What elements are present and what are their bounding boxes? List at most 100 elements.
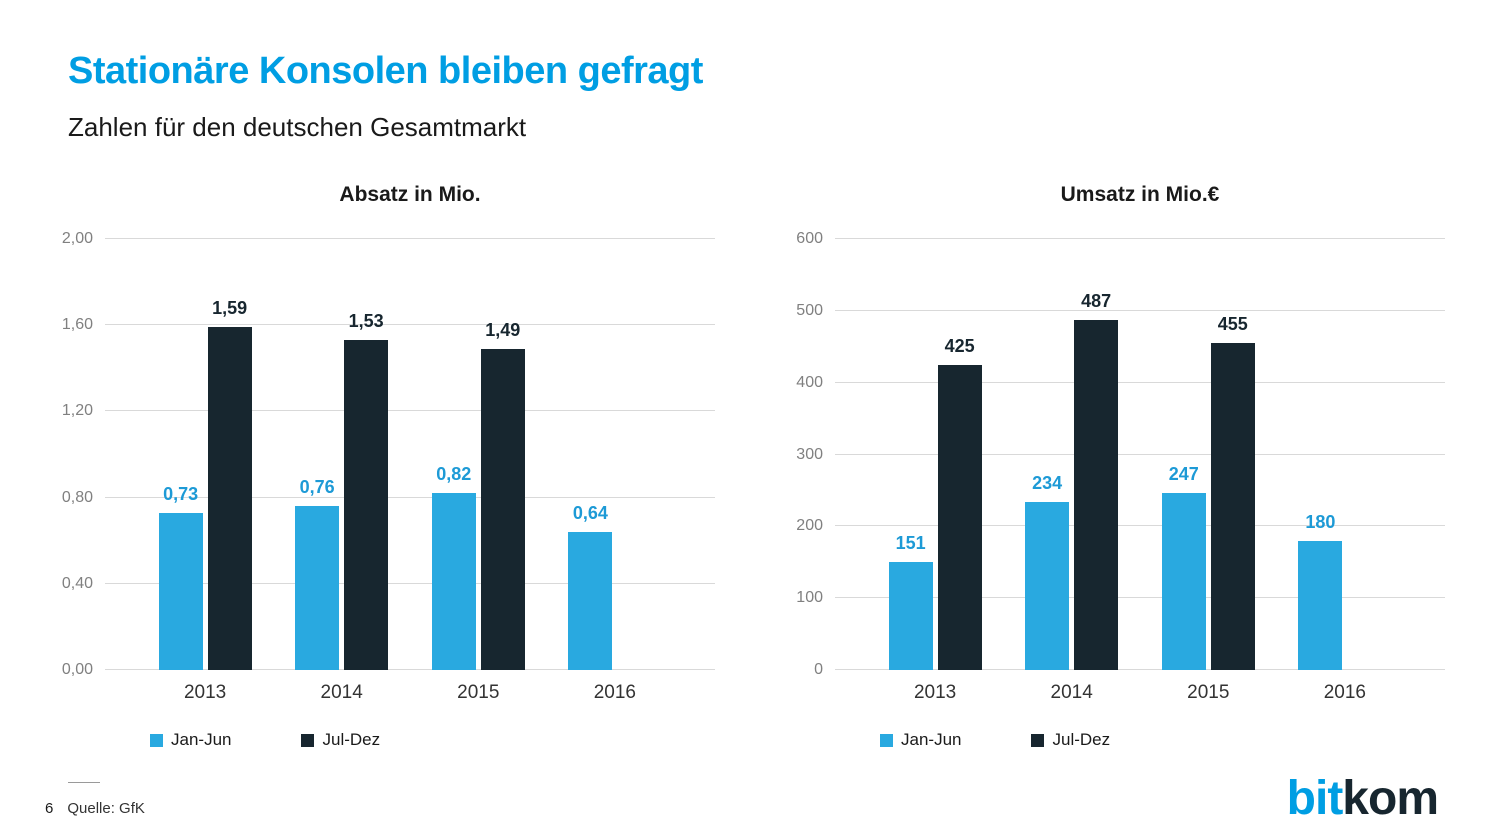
logo-part-kom: kom <box>1342 772 1439 825</box>
bar-group: 247 455 <box>1161 239 1255 670</box>
bar-value-label: 234 <box>1032 472 1063 493</box>
charts-row: Absatz in Mio. 0,00 0,40 0,80 1,20 1,60 2,00 … <box>45 183 1445 750</box>
chart-title: Umsatz in Mio.€ <box>1060 183 1220 206</box>
bar-jul-dez: 1,59 <box>207 298 252 670</box>
y-axis-tick-label: 100 <box>796 589 823 607</box>
bar-value-label: 425 <box>944 335 975 356</box>
legend-swatch <box>301 733 315 747</box>
legend-item: Jan-Jun <box>150 730 231 750</box>
bar-value-label: 180 <box>1305 511 1336 532</box>
footer-divider <box>68 782 100 783</box>
y-axis: 0,00 0,40 0,80 1,20 1,60 2,00 <box>45 230 105 678</box>
bar-value-label: 0,73 <box>163 483 199 504</box>
x-axis-label: 2014 <box>320 682 363 703</box>
y-axis: 0 100 200 300 400 500 600 <box>775 230 835 678</box>
bar-value-label: 1,49 <box>485 319 521 340</box>
bar-value-label: 455 <box>1217 314 1248 335</box>
gridline <box>835 669 1445 670</box>
bar-slot <box>617 239 661 670</box>
y-axis-tick-label: 1,20 <box>61 402 93 420</box>
chart-body: 0 100 200 300 400 500 600 151 425 234 487 247 455 18… <box>775 230 1445 678</box>
gridline <box>105 582 715 584</box>
legend-label: Jan-Jun <box>171 730 232 749</box>
gridline <box>835 525 1445 527</box>
bar-slot: 0,73 <box>158 239 203 670</box>
bar-jan-jun: 180 <box>1298 512 1343 670</box>
bar-value-label: 1,53 <box>348 311 384 332</box>
logo-part-bit: bit <box>1286 772 1344 825</box>
bar-slot: 1,49 <box>480 239 525 670</box>
gridline <box>105 238 715 239</box>
bar-slot: 0,64 <box>568 239 613 670</box>
bar-slot: 0,76 <box>295 239 340 670</box>
x-axis: 2013 2014 2015 2016 <box>835 682 1445 704</box>
bar-jan-jun: 0,64 <box>568 503 613 670</box>
x-axis-label: 2013 <box>183 682 227 703</box>
bar-slot: 234 <box>1025 239 1070 670</box>
y-axis-tick-label: 0 <box>814 661 823 678</box>
bar-value-label: 0,76 <box>299 477 335 498</box>
bar-group: 151 425 <box>888 239 982 670</box>
bar-jul-dez: 455 <box>1210 314 1255 670</box>
legend: Jan-Jun Jul-Dez <box>150 730 715 750</box>
bar-group: 0,82 1,49 <box>431 239 525 670</box>
bar-group: 0,64 <box>568 239 661 670</box>
x-axis-label: 2014 <box>1050 682 1093 703</box>
bar-slot: 1,59 <box>207 239 252 670</box>
gridline <box>105 410 715 412</box>
legend-item: Jul-Dez <box>1031 730 1110 750</box>
page-number: 6 <box>45 800 54 817</box>
bar-slot <box>1347 239 1391 670</box>
chart-absatz: Absatz in Mio. 0,00 0,40 0,80 1,20 1,60 2,00 … <box>45 183 715 750</box>
y-axis-tick-label: 0,40 <box>61 574 93 592</box>
y-axis-tick-label: 400 <box>796 373 823 391</box>
source-text: Quelle: GfK <box>67 800 145 817</box>
bar-groups: 151 425 234 487 247 455 180 <box>835 239 1445 670</box>
bar-slot: 425 <box>937 239 982 670</box>
bar-groups: 0,73 1,59 0,76 1,53 0,82 1,49 0,64 <box>105 239 715 670</box>
legend-label: Jul-Dez <box>322 730 381 749</box>
bar-jul-dez: 425 <box>937 336 982 670</box>
bar-group: 0,76 1,53 <box>295 239 389 670</box>
legend-label: Jan-Jun <box>901 730 962 749</box>
plot-area: 151 425 234 487 247 455 180 <box>835 238 1445 670</box>
bar-jan-jun: 0,82 <box>431 464 476 670</box>
x-axis-label: 2015 <box>1187 682 1230 703</box>
bar-group: 0,73 1,59 <box>158 239 252 670</box>
x-axis-label: 2016 <box>1323 682 1367 703</box>
page-subtitle: Zahlen für den deutschen Gesamtmarkt <box>68 112 527 142</box>
plot-area: 0,73 1,59 0,76 1,53 0,82 1,49 0,64 <box>105 238 715 670</box>
bar-jan-jun: 247 <box>1161 464 1206 670</box>
gridline <box>835 597 1445 599</box>
bar-jan-jun: 151 <box>888 533 933 670</box>
legend-swatch <box>1031 733 1045 747</box>
legend-label: Jul-Dez <box>1052 730 1111 749</box>
legend-item: Jan-Jun <box>880 730 961 750</box>
chart-body: 0,00 0,40 0,80 1,20 1,60 2,00 0,73 1,59 0,76 1,5… <box>45 230 715 678</box>
x-axis-label: 2015 <box>457 682 500 703</box>
bar-slot: 487 <box>1074 239 1119 670</box>
page-title: Stationäre Konsolen bleiben gefragt <box>68 50 703 92</box>
bar-slot: 247 <box>1161 239 1206 670</box>
bar-jan-jun: 0,73 <box>158 484 203 670</box>
chart-title: Absatz in Mio. <box>339 183 481 206</box>
bar-slot: 151 <box>888 239 933 670</box>
bar-value-label: 1,59 <box>212 298 248 319</box>
bar-value-label: 0,64 <box>572 503 608 524</box>
y-axis-tick-label: 500 <box>796 301 823 319</box>
x-axis-label: 2016 <box>593 682 637 703</box>
bar-slot: 0,82 <box>431 239 476 670</box>
bar-slot: 455 <box>1210 239 1255 670</box>
chart-umsatz: Umsatz in Mio.€ 0 100 200 300 400 500 600 151 4… <box>775 183 1445 750</box>
gridline <box>835 309 1445 311</box>
bar-value-label: 0,82 <box>436 464 472 485</box>
y-axis-tick-label: 0,80 <box>61 488 93 506</box>
y-axis-tick-label: 2,00 <box>61 230 93 247</box>
bar-value-label: 151 <box>895 532 926 553</box>
gridline <box>105 324 715 326</box>
bar-jul-dez: 487 <box>1074 291 1119 670</box>
bitkom-logo: bitkom <box>1286 772 1439 825</box>
bar-jan-jun: 0,76 <box>295 477 340 670</box>
y-axis-tick-label: 0,00 <box>61 661 93 678</box>
bar-value-label: 487 <box>1081 291 1112 312</box>
